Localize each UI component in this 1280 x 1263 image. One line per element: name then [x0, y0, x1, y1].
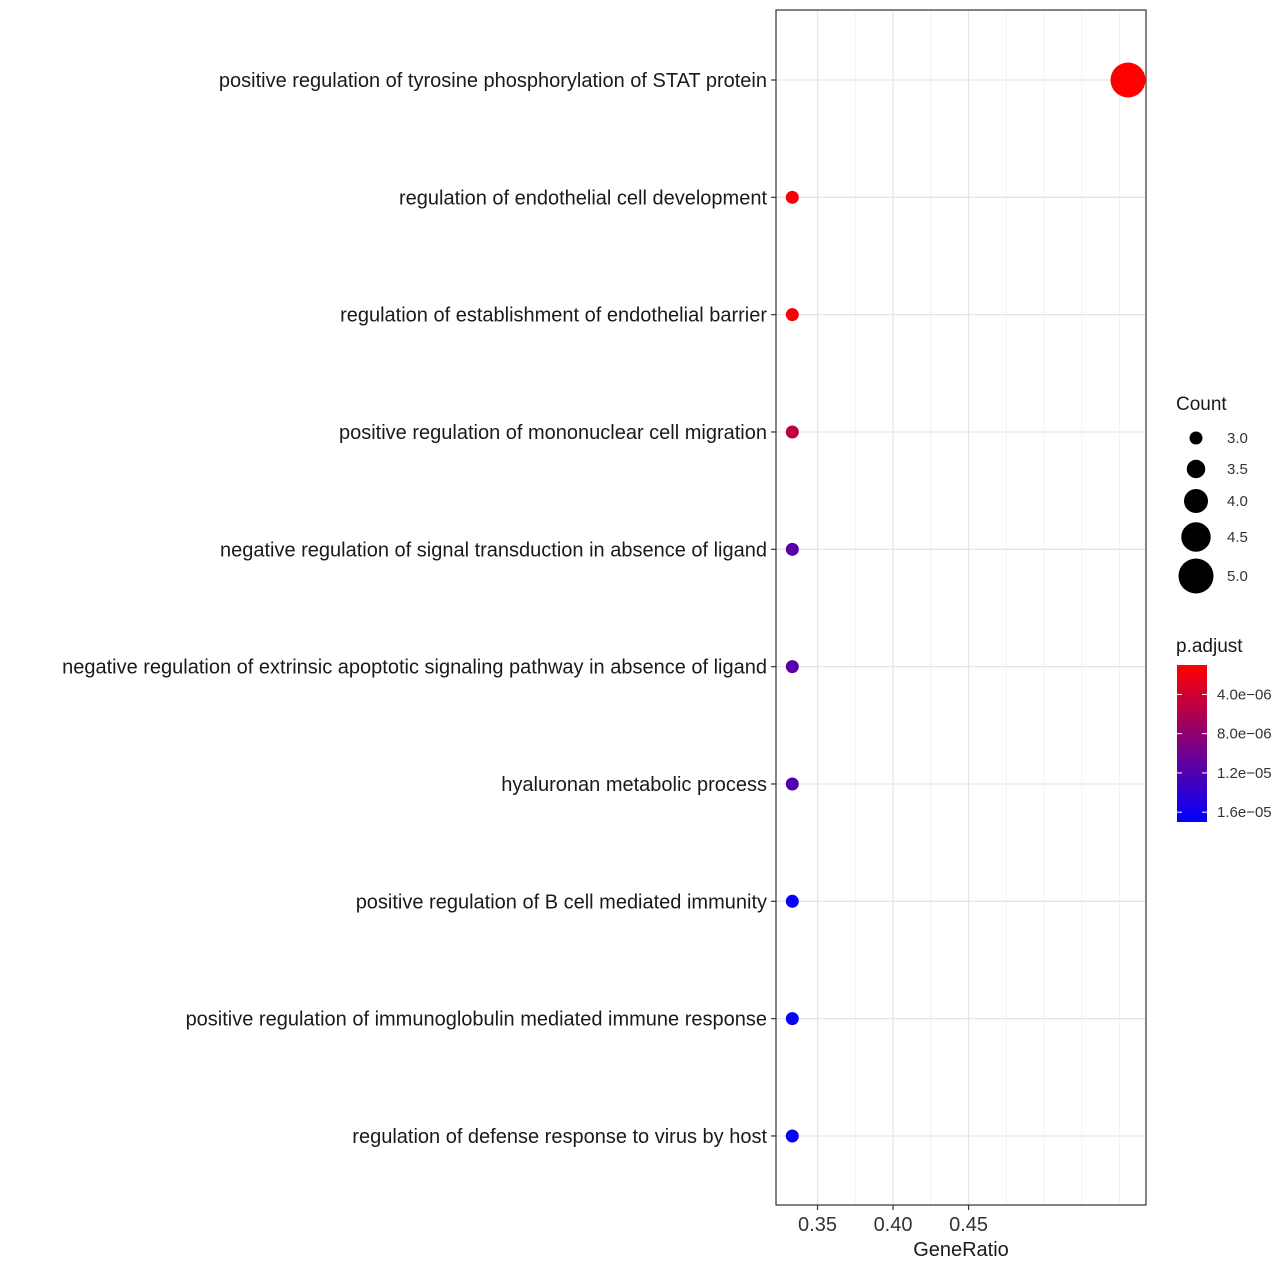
x-tick-label: 0.35	[798, 1214, 837, 1236]
data-point	[785, 777, 799, 791]
size-legend: Count 3.0 3.5 4.0 4.5 5.0	[1176, 394, 1248, 594]
size-legend-title: Count	[1176, 394, 1227, 415]
y-axis: positive regulation of tyrosine phosphor…	[62, 70, 776, 1148]
size-legend-key	[1178, 558, 1214, 594]
size-legend-key	[1181, 522, 1211, 552]
y-tick-label: positive regulation of mononuclear cell …	[339, 422, 767, 444]
data-point	[785, 190, 799, 204]
data-point	[785, 660, 799, 674]
y-tick-label: regulation of defense response to virus …	[352, 1126, 767, 1148]
size-legend-label: 4.5	[1227, 529, 1248, 546]
y-tick-label: positive regulation of tyrosine phosphor…	[219, 70, 767, 92]
size-legend-label: 3.5	[1227, 461, 1248, 478]
x-axis-title: GeneRatio	[913, 1239, 1009, 1261]
major-gridlines	[776, 10, 1146, 1205]
size-legend-key	[1184, 489, 1208, 513]
data-point	[785, 308, 799, 322]
panel-border	[775, 9, 1147, 1206]
x-tick-label: 0.40	[874, 1214, 913, 1236]
data-point	[785, 1012, 799, 1026]
size-legend-key	[1186, 459, 1206, 479]
y-tick-label: positive regulation of B cell mediated i…	[356, 891, 767, 913]
data-point	[785, 1129, 799, 1143]
colorbar	[1177, 665, 1207, 822]
panel-background	[776, 10, 1146, 1205]
x-tick-label: 0.45	[949, 1214, 988, 1236]
minor-gridlines	[854, 10, 1121, 1205]
color-legend: p.adjust 4.0e−06 8.0e−06 1.2e−05 1.6e−05	[1176, 636, 1272, 822]
size-legend-label: 3.0	[1227, 430, 1248, 447]
color-legend-label: 1.6e−05	[1217, 804, 1272, 821]
y-tick-label: negative regulation of extrinsic apoptot…	[62, 657, 767, 679]
color-legend-label: 8.0e−06	[1217, 726, 1272, 743]
x-axis: 0.35 0.40 0.45	[798, 1205, 988, 1236]
data-point	[1110, 62, 1146, 98]
color-legend-label: 1.2e−05	[1217, 765, 1272, 782]
data-points	[785, 62, 1146, 1143]
data-point	[785, 542, 799, 556]
data-point	[785, 894, 799, 908]
y-tick-label: regulation of establishment of endotheli…	[340, 305, 767, 327]
size-legend-label: 4.0	[1227, 493, 1248, 510]
y-tick-label: negative regulation of signal transducti…	[220, 539, 767, 561]
y-tick-label: positive regulation of immunoglobulin me…	[186, 1009, 767, 1031]
size-legend-label: 5.0	[1227, 568, 1248, 585]
y-tick-label: hyaluronan metabolic process	[501, 774, 767, 796]
color-legend-label: 4.0e−06	[1217, 686, 1272, 703]
y-tick-label: regulation of endothelial cell developme…	[399, 187, 767, 209]
size-legend-key	[1189, 431, 1203, 445]
data-point	[785, 425, 799, 439]
color-legend-title: p.adjust	[1176, 636, 1243, 657]
